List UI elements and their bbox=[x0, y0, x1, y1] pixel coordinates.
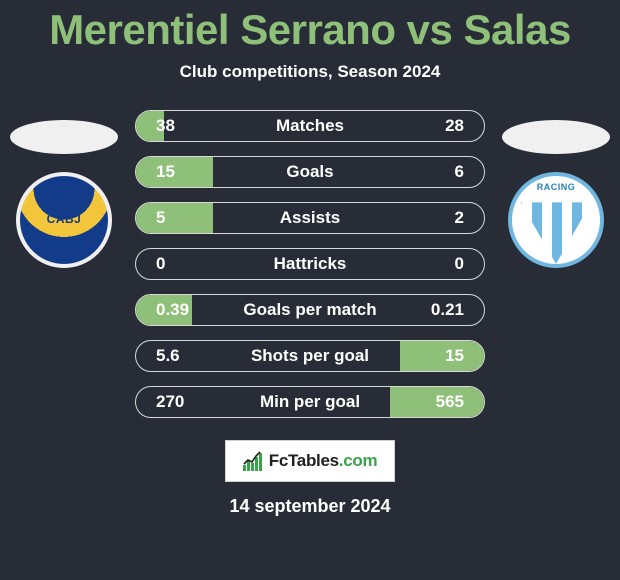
fctables-logo-text: FcTables.com bbox=[269, 451, 378, 471]
stat-row: 270Min per goal565 bbox=[135, 386, 485, 418]
brand-name: FcTables bbox=[269, 451, 339, 470]
stat-value-right: 0.21 bbox=[431, 300, 464, 320]
stat-row: 5.6Shots per goal15 bbox=[135, 340, 485, 372]
footer: FcTables.com 14 september 2024 bbox=[0, 440, 620, 517]
comparison-date: 14 september 2024 bbox=[229, 496, 390, 517]
stat-value-left: 0.39 bbox=[156, 300, 189, 320]
stat-value-right: 28 bbox=[445, 116, 464, 136]
stat-value-left: 5.6 bbox=[156, 346, 180, 366]
stat-label: Matches bbox=[136, 116, 484, 136]
comparison-subtitle: Club competitions, Season 2024 bbox=[0, 62, 620, 82]
stat-row: 38Matches28 bbox=[135, 110, 485, 142]
stat-value-left: 5 bbox=[156, 208, 165, 228]
club-a-badge-icon bbox=[16, 172, 112, 268]
stat-label: Hattricks bbox=[136, 254, 484, 274]
chart-icon bbox=[243, 451, 265, 471]
stat-value-right: 565 bbox=[436, 392, 464, 412]
brand-suffix: .com bbox=[339, 451, 377, 470]
stat-value-right: 0 bbox=[455, 254, 464, 274]
stat-value-left: 0 bbox=[156, 254, 165, 274]
page-title: Merentiel Serrano vs Salas bbox=[0, 0, 620, 54]
vs-separator: vs bbox=[407, 6, 464, 53]
stat-row: 0.39Goals per match0.21 bbox=[135, 294, 485, 326]
club-b-badge-icon bbox=[508, 172, 604, 268]
stat-row: 0Hattricks0 bbox=[135, 248, 485, 280]
stat-row: 5Assists2 bbox=[135, 202, 485, 234]
stat-value-left: 270 bbox=[156, 392, 184, 412]
fctables-link[interactable]: FcTables.com bbox=[225, 440, 395, 482]
stat-row: 15Goals6 bbox=[135, 156, 485, 188]
stat-value-right: 6 bbox=[455, 162, 464, 182]
stats-list: 38Matches2815Goals65Assists20Hattricks00… bbox=[135, 110, 485, 418]
club-a-column bbox=[10, 120, 118, 268]
club-a-ellipse bbox=[10, 120, 118, 154]
stat-value-right: 15 bbox=[445, 346, 464, 366]
stat-value-right: 2 bbox=[455, 208, 464, 228]
stat-bar-right bbox=[400, 341, 484, 371]
club-b-ellipse bbox=[502, 120, 610, 154]
player-b-name: Salas bbox=[464, 6, 571, 53]
player-a-name: Merentiel Serrano bbox=[49, 6, 395, 53]
stat-value-left: 38 bbox=[156, 116, 175, 136]
stat-bar-left bbox=[136, 203, 213, 233]
stat-value-left: 15 bbox=[156, 162, 175, 182]
club-b-column bbox=[502, 120, 610, 268]
